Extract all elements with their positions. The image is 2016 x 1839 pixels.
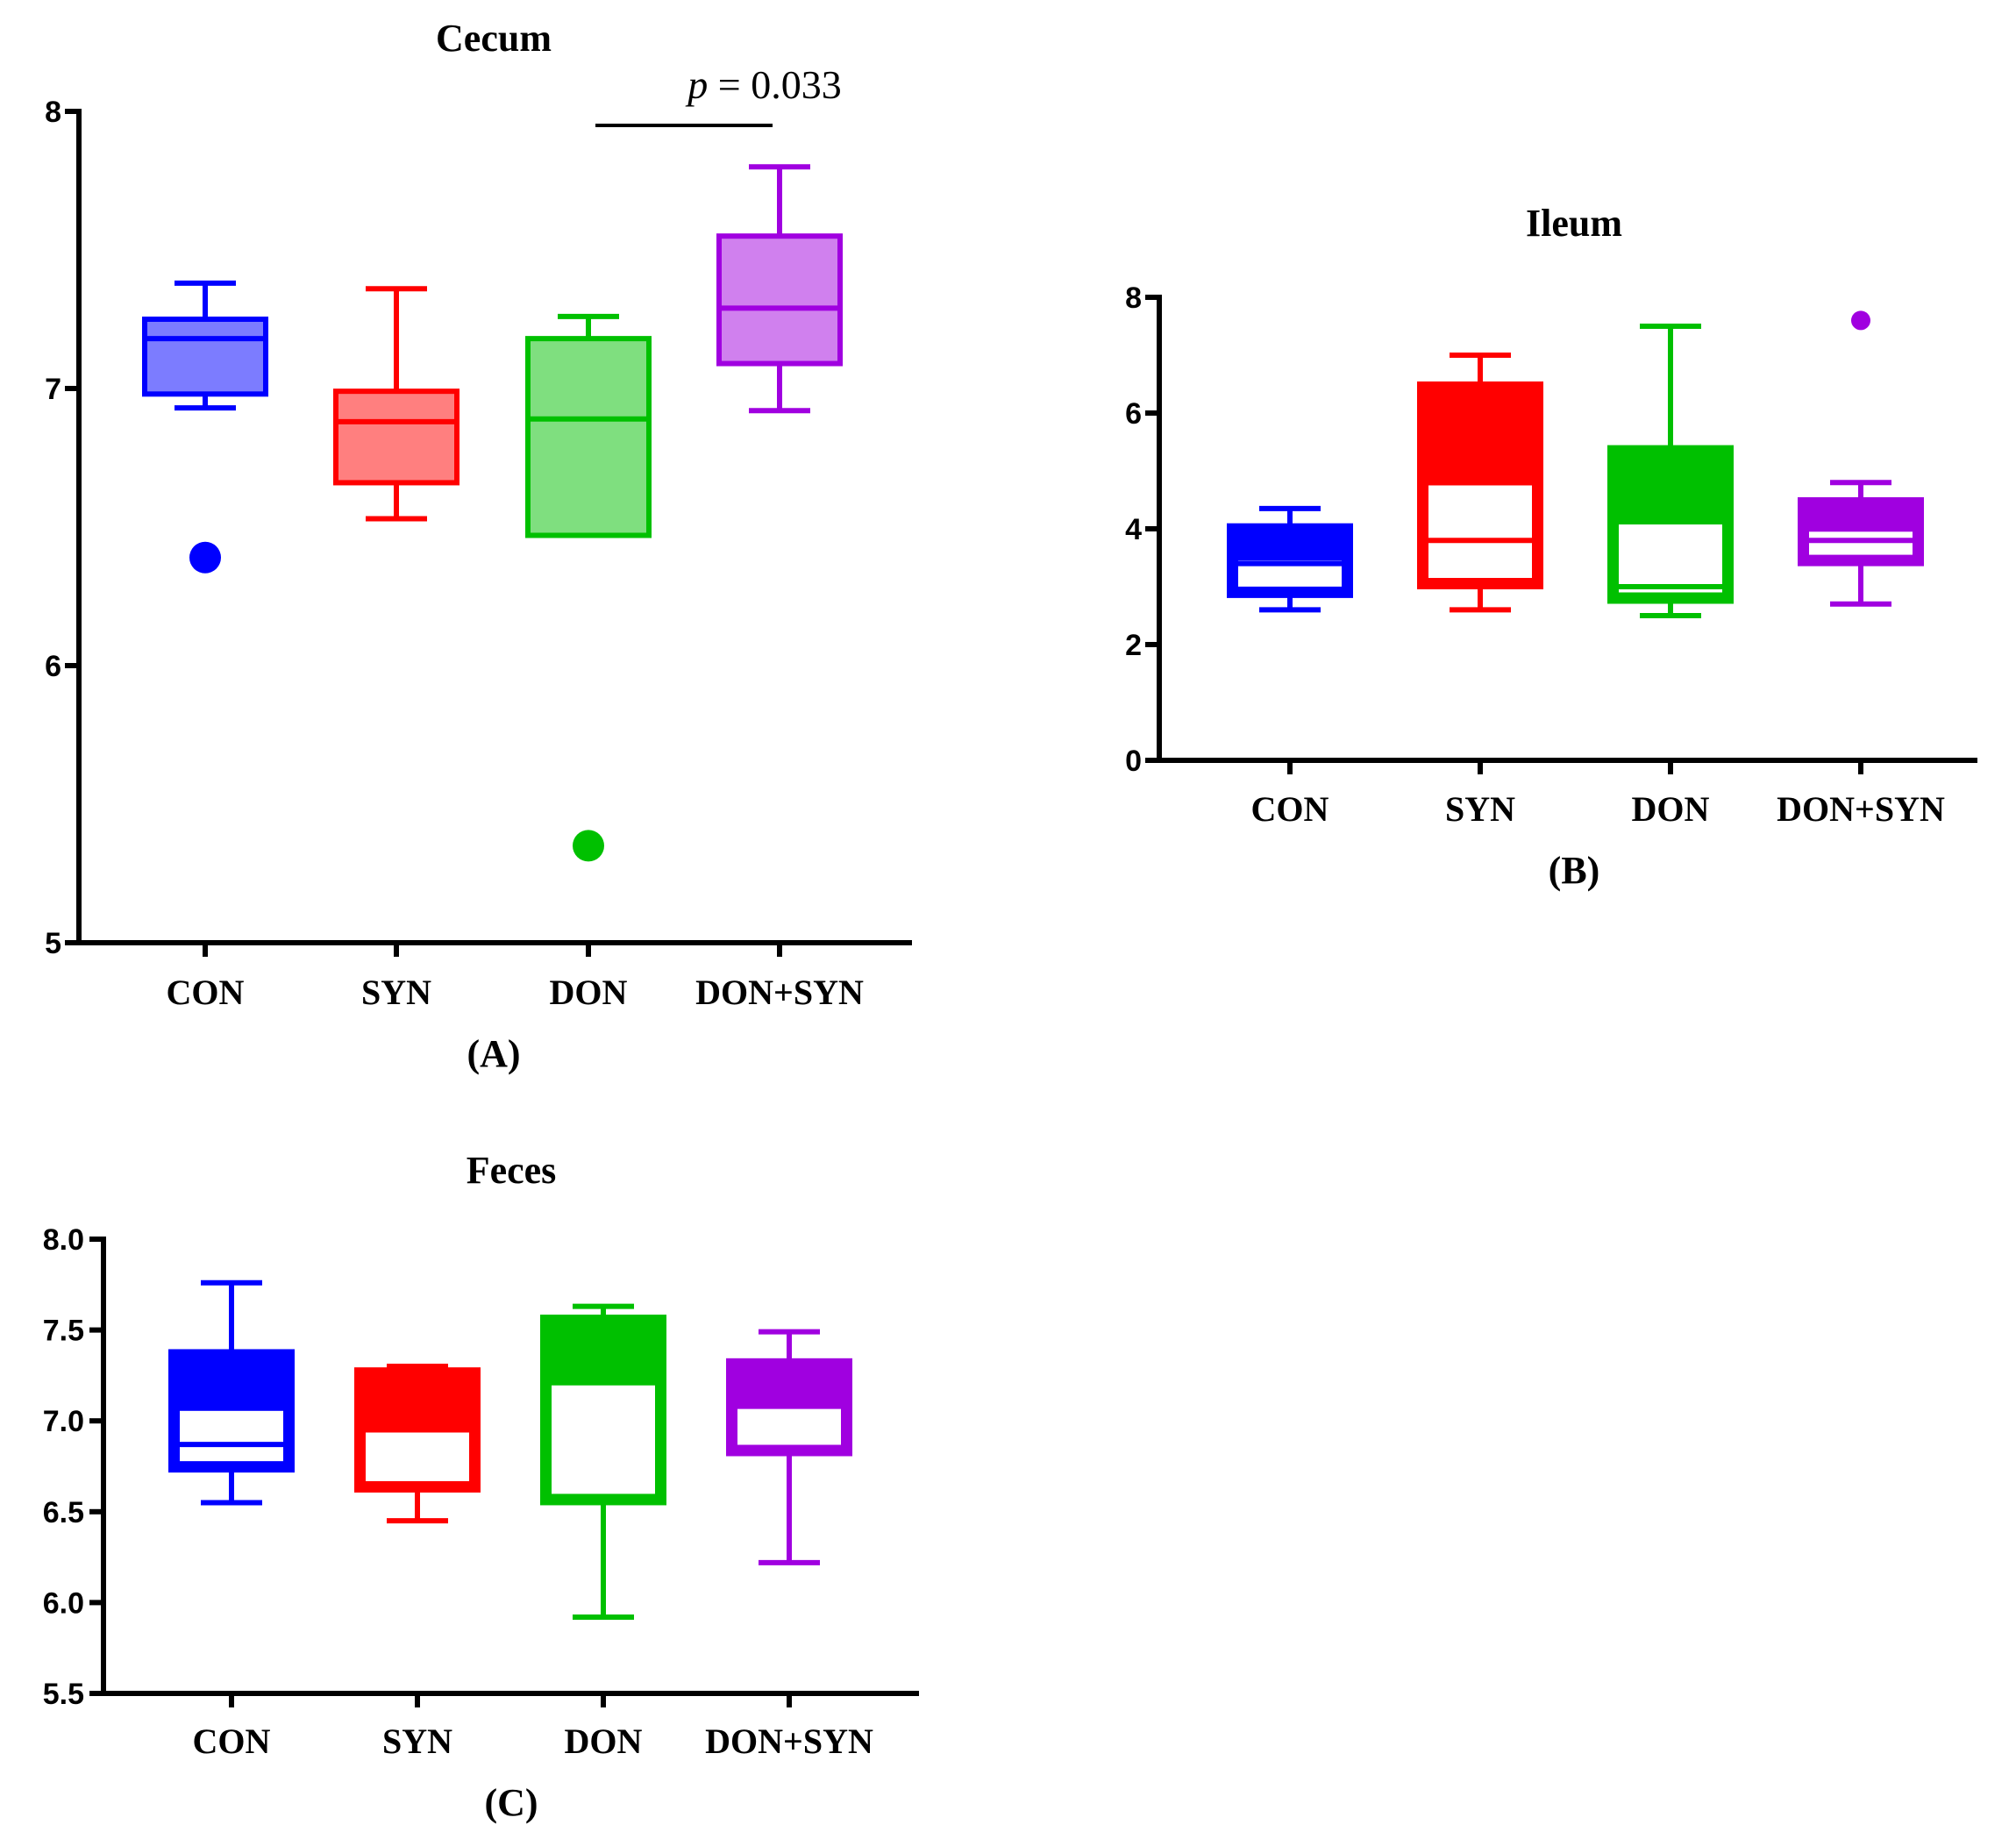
cecum-x-label: DON+SYN (695, 973, 864, 1012)
cecum-y-ticks: 5 6 7 8 (45, 96, 782, 960)
feces-boxes (168, 1279, 852, 1620)
ileum-x-labels: CON SYN DON DON+SYN (1251, 789, 1945, 829)
feces-y-tick-label: 8.0 (43, 1223, 84, 1257)
feces-y-tick-label: 6.0 (43, 1586, 84, 1620)
ileum-title: Ileum (1526, 202, 1622, 245)
ileum-boxes (1227, 310, 1924, 618)
cecum-panel-label: (A) (467, 1032, 520, 1075)
cecum-box (716, 233, 843, 367)
feces-x-label: DON (565, 1721, 643, 1761)
cecum-box (333, 388, 459, 486)
ileum-box-inner (1428, 485, 1532, 578)
cecum-x-label: DON (550, 973, 628, 1012)
cecum-p-value: p = 0.033 (685, 62, 841, 107)
feces-x-label: SYN (382, 1721, 452, 1761)
cecum-box (142, 317, 268, 397)
cecum-y-tick-label: 7 (45, 373, 61, 406)
ileum-y-tick-label: 4 (1125, 513, 1142, 546)
ileum-y-ticks: 0 2 4 6 8 (1125, 282, 1863, 778)
ileum-box-inner (1619, 524, 1722, 593)
feces-x-label: CON (193, 1721, 271, 1761)
ileum-y-tick-label: 8 (1125, 282, 1142, 315)
ileum-x-label: CON (1251, 789, 1329, 829)
feces-y-tick-label: 5.5 (43, 1678, 84, 1711)
cecum-x-labels: CON SYN DON DON+SYN (167, 973, 864, 1012)
cecum-boxes (142, 124, 843, 862)
ileum-chart: Ileum (B) 0 2 4 6 8 CON SYN DON DON+SYN (1125, 202, 1977, 892)
cecum-axes (76, 109, 912, 945)
ileum-y-tick-label: 6 (1125, 397, 1142, 431)
feces-box-inner (552, 1382, 655, 1494)
feces-y-tick-label: 7.0 (43, 1405, 84, 1438)
feces-box-inner (737, 1406, 841, 1445)
ileum-x-label: DON (1632, 789, 1710, 829)
p-symbol: p (685, 62, 708, 107)
cecum-x-label: CON (167, 973, 245, 1012)
cecum-chart: Cecum (A) p = 0.033 5 6 7 8 CON SYN DON DON+SY… (45, 17, 912, 1075)
ileum-box-inner (1809, 531, 1913, 555)
feces-panel-label: (C) (484, 1781, 538, 1824)
cecum-y-tick-label: 5 (45, 927, 61, 960)
ileum-y-tick-label: 0 (1125, 745, 1142, 778)
cecum-outlier (573, 830, 604, 862)
ileum-y-tick-label: 2 (1125, 629, 1142, 662)
cecum-outlier (189, 541, 221, 574)
cecum-box (525, 336, 652, 538)
feces-chart: Feces (C) 5.5 6.0 6.5 7.0 7.5 8.0 CON SYN DON DO… (43, 1149, 919, 1824)
feces-y-tick-label: 7.5 (43, 1315, 84, 1348)
cecum-y-tick-label: 8 (45, 96, 61, 129)
feces-x-label: DON+SYN (705, 1721, 873, 1761)
ileum-panel-label: (B) (1549, 849, 1600, 892)
feces-box-inner (180, 1410, 283, 1462)
feces-axes (101, 1237, 919, 1696)
feces-box-inner (366, 1429, 469, 1481)
feces-y-tick-label: 6.5 (43, 1496, 84, 1529)
p-value-number: = 0.033 (708, 62, 841, 107)
ileum-x-label: SYN (1445, 789, 1515, 829)
cecum-title: Cecum (436, 17, 552, 60)
feces-y-ticks: 5.5 6.0 6.5 7.0 7.5 8.0 (43, 1223, 792, 1711)
cecum-x-label: SYN (361, 973, 431, 1012)
feces-title: Feces (467, 1149, 557, 1192)
ileum-outlier (1851, 310, 1870, 331)
ileum-x-label: DON+SYN (1777, 789, 1945, 829)
cecum-y-tick-label: 6 (45, 650, 61, 683)
feces-x-labels: CON SYN DON DON+SYN (193, 1721, 873, 1761)
